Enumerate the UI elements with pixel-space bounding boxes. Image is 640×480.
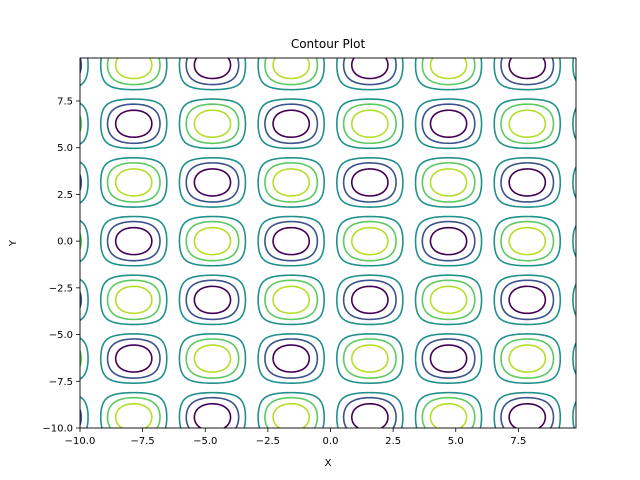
chart-title: Contour Plot: [291, 37, 366, 51]
y-tick-label: 0.0: [57, 237, 73, 248]
x-tick-label: −2.5: [256, 436, 280, 447]
plot-area-background: [80, 58, 576, 428]
contour-level-1: [80, 58, 555, 428]
contour-level-2: [80, 58, 576, 428]
x-tick-label: −5.0: [193, 436, 217, 447]
contour-level-3: [80, 58, 576, 428]
x-tick-label: 5.0: [448, 436, 464, 447]
x-axis: −10.0 −7.5 −5.0 −2.5 0.0 2.5 5.0 7.5: [65, 428, 526, 447]
y-axis-label: Y: [8, 239, 19, 247]
y-tick-label: −5.0: [49, 330, 73, 341]
y-tick-label: −7.5: [49, 377, 73, 388]
y-tick-label: 7.5: [57, 96, 73, 107]
x-tick-label: 2.5: [385, 436, 401, 447]
y-tick-label: −2.5: [49, 283, 73, 294]
x-axis-label: X: [325, 458, 332, 469]
x-tick-label: −7.5: [130, 436, 154, 447]
y-axis: −10.0 −7.5 −5.0 −2.5 0.0 2.5 5.0 7.5: [42, 96, 80, 435]
y-tick-label: 2.5: [57, 190, 73, 201]
x-tick-label: 0.0: [323, 436, 339, 447]
y-tick-label: −10.0: [42, 424, 73, 435]
plot-frame: [79, 57, 577, 429]
contour-level-5: [114, 58, 547, 428]
contour-lines: [80, 58, 576, 428]
x-tick-label: −10.0: [65, 436, 96, 447]
x-tick-label: 7.5: [510, 436, 526, 447]
contour-level-0: [114, 58, 547, 428]
y-tick-label: 5.0: [57, 143, 73, 154]
contour-level-4: [80, 58, 555, 428]
